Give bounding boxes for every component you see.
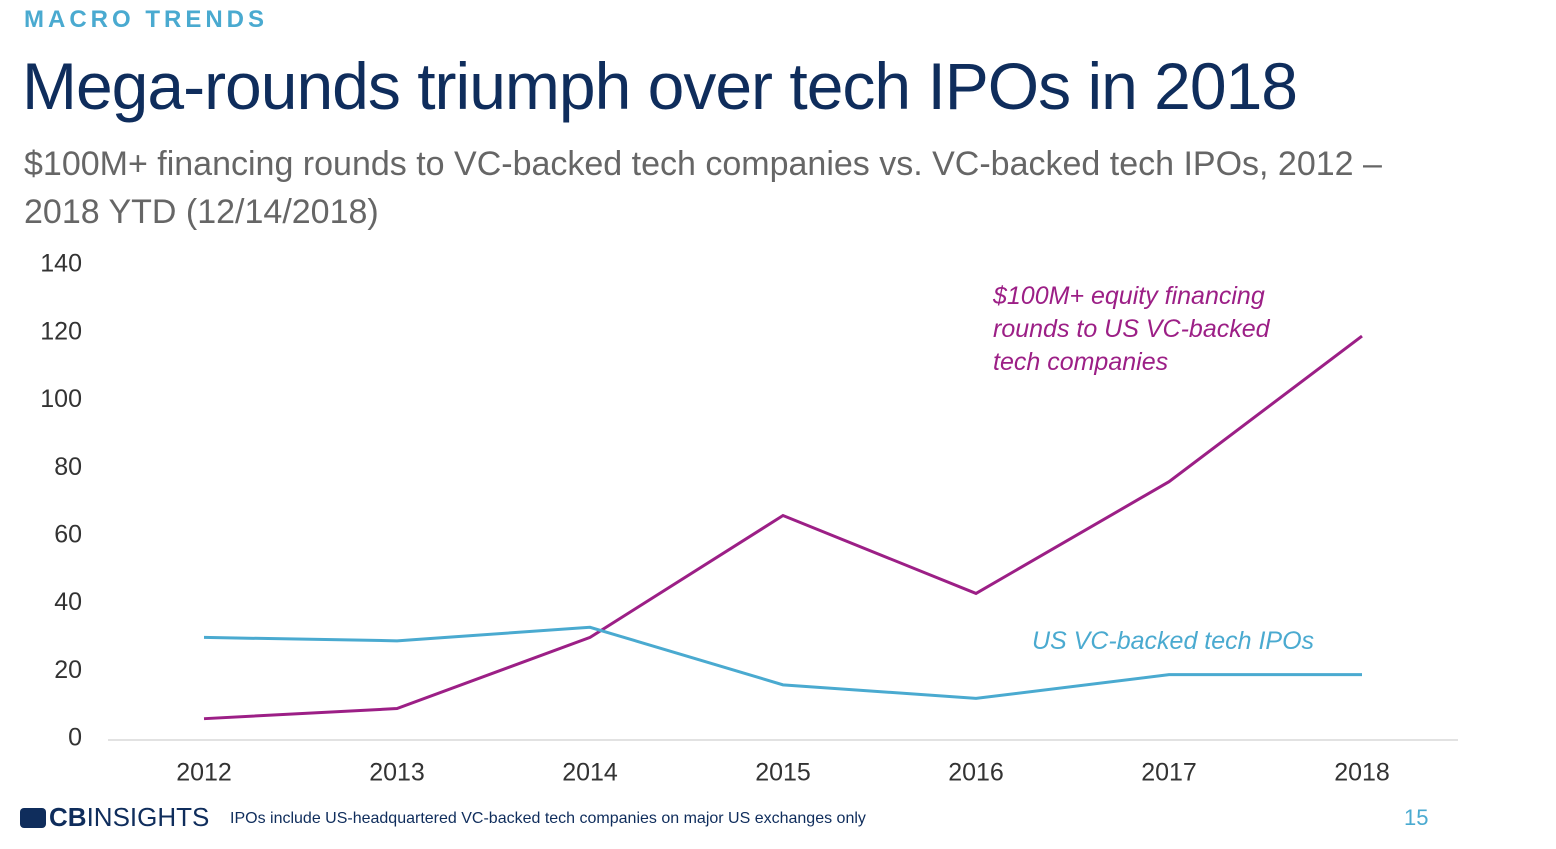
- series-label: US VC-backed tech IPOs: [1032, 627, 1315, 655]
- logo: CBINSIGHTS: [20, 802, 209, 833]
- y-tick-label: 40: [54, 588, 82, 616]
- logo-bold: CB: [49, 802, 87, 832]
- series-label: $100M+ equity financing rounds to US VC-…: [993, 282, 1270, 376]
- logo-light: INSIGHTS: [86, 802, 210, 832]
- title: Mega-rounds triumph over tech IPOs in 20…: [22, 49, 1298, 123]
- x-tick-label: 2017: [1141, 759, 1197, 787]
- y-tick-label: 0: [68, 724, 82, 752]
- x-tick-label: 2016: [948, 759, 1004, 787]
- x-tick-label: 2018: [1334, 759, 1390, 787]
- y-tick-label: 100: [40, 385, 82, 413]
- y-tick-label: 140: [40, 250, 82, 278]
- y-tick-label: 80: [54, 453, 82, 481]
- y-tick-label: 20: [54, 656, 82, 684]
- x-tick-label: 2013: [369, 759, 425, 787]
- x-tick-label: 2015: [755, 759, 811, 787]
- x-tick-label: 2014: [562, 759, 618, 787]
- x-tick-label: 2012: [176, 759, 232, 787]
- subtitle: $100M+ financing rounds to VC-backed tec…: [24, 145, 1382, 231]
- page-number: 15: [1404, 805, 1429, 830]
- series-line: [203, 334, 1363, 721]
- series-line: [203, 625, 1362, 700]
- footnote: IPOs include US-headquartered VC-backed …: [230, 810, 866, 827]
- y-tick-label: 60: [54, 520, 82, 548]
- logo-icon: [20, 808, 46, 828]
- kicker: MACRO TRENDS: [24, 6, 268, 33]
- y-tick-label: 120: [40, 317, 82, 345]
